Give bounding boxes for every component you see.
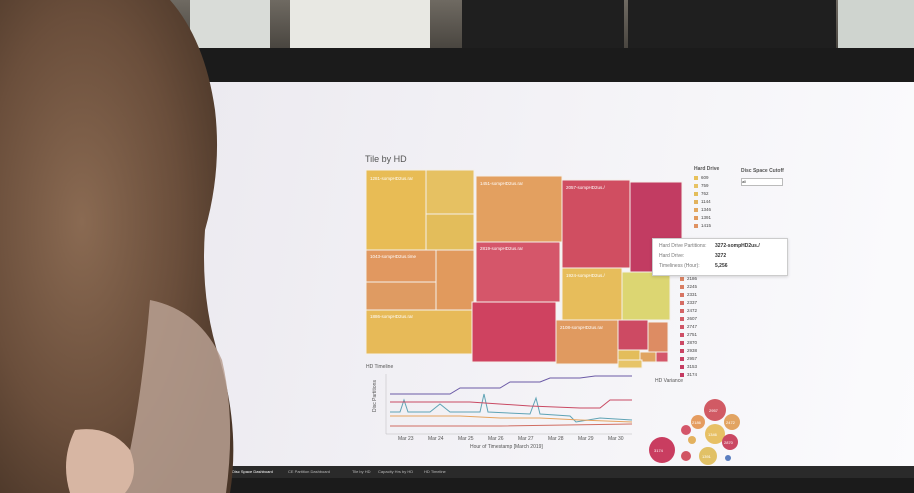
bubble [688, 436, 696, 444]
bubble [725, 455, 731, 461]
tile-labels: 1281-sompHD2us.rar 1451-sompHD2us.rar 20… [370, 176, 606, 330]
svg-text:Mar 27: Mar 27 [518, 436, 534, 442]
tile-label: 2819-sompHD2us.rar [480, 246, 524, 251]
dashboard-title: Tile by HD [365, 154, 407, 164]
timeline-series [390, 423, 633, 427]
tab[interactable]: CE Partition Dashboard [288, 469, 331, 474]
timeline-series [390, 415, 633, 423]
tab[interactable]: Tile by HD [352, 469, 371, 474]
hd-timeline: HD Timeline Disc Partitions Mar 23 Mar 2… [366, 364, 633, 450]
legend-item[interactable]: 2331 [680, 292, 697, 297]
tile [435, 249, 475, 311]
tab[interactable]: Capacity Hrs by HD [378, 469, 414, 474]
legend-item[interactable]: 2186 [680, 276, 697, 281]
svg-text:2957: 2957 [709, 408, 719, 413]
treemap [365, 169, 683, 369]
legend-item[interactable]: 3153 [680, 364, 697, 369]
timeline-xlabel: Hour of Timestamp [March 2019] [470, 444, 543, 450]
tile [475, 241, 561, 303]
legend-item[interactable]: 2245 [680, 284, 697, 289]
tile-label: 1043-sompHD2us.time [370, 254, 417, 259]
tile [561, 179, 631, 269]
tile [365, 309, 473, 355]
svg-text:Mar 23: Mar 23 [398, 436, 414, 442]
hover-tooltip: Hard Drive Partitions: 3272-sompHD2us./ … [652, 238, 788, 276]
tile [365, 169, 427, 251]
monitor-screen: Tile by HD 1281-so [200, 82, 914, 478]
tile [617, 319, 649, 351]
legend-item[interactable]: 2337 [680, 300, 697, 305]
tile-label: 1451-sompHD2us.rar [480, 181, 524, 186]
svg-text:Mar 30: Mar 30 [608, 436, 624, 442]
svg-text:1346: 1346 [708, 432, 718, 437]
legend-item[interactable]: 2957 [680, 356, 697, 361]
tile [647, 321, 669, 353]
legend-item[interactable]: 759 [694, 183, 709, 188]
svg-text:2472: 2472 [726, 420, 736, 425]
tile [475, 175, 563, 243]
bubble [705, 424, 725, 444]
tile [365, 281, 437, 311]
tile [555, 319, 619, 365]
person-head [0, 0, 234, 493]
tile [425, 213, 475, 251]
tile [655, 351, 669, 363]
svg-text:Mar 26: Mar 26 [488, 436, 504, 442]
bubble [704, 399, 726, 421]
tile [621, 271, 671, 321]
bubble [681, 425, 691, 435]
dashboard-canvas: 1281-sompHD2us.rar 1451-sompHD2us.rar 20… [365, 169, 740, 465]
tile-label: 2057-sompHD2us./ [566, 185, 606, 190]
svg-text:1391: 1391 [702, 454, 712, 459]
disc-space-cutoff-input[interactable]: all [741, 178, 783, 186]
svg-text:Mar 28: Mar 28 [548, 436, 564, 442]
legend-item[interactable]: 609 [694, 175, 709, 180]
bubble [681, 451, 691, 461]
bubble [724, 414, 740, 430]
tile [617, 359, 643, 369]
bubble [722, 434, 738, 450]
legend-item[interactable]: 2751 [680, 332, 697, 337]
disc-space-cutoff-label: Disc Space Cutoff [741, 168, 784, 174]
bubble-title: HD Variance [655, 378, 683, 384]
svg-text:Mar 29: Mar 29 [578, 436, 594, 442]
timeline-title: HD Timeline [366, 364, 393, 370]
svg-text:3174: 3174 [654, 448, 664, 453]
tile-label: 2108-sompHD2us.rar [560, 325, 604, 330]
legend-item[interactable]: 1415 [694, 223, 711, 228]
legend-item[interactable]: 2472 [680, 308, 697, 313]
tab[interactable]: Disc Space Dashboard [232, 469, 273, 474]
legend-item[interactable]: 2938 [680, 348, 697, 353]
legend-item[interactable]: 2870 [680, 340, 697, 345]
legend-item[interactable]: 762 [694, 191, 709, 196]
timeline-ylabel: Disc Partitions [372, 380, 378, 412]
legend-item[interactable]: 2747 [680, 324, 697, 329]
tile [617, 349, 641, 361]
bubble [691, 415, 705, 429]
legend-item[interactable]: 3174 [680, 372, 697, 377]
tile-label: 1281-sompHD2us.rar [370, 176, 414, 181]
tile-label: 1924-sompHD2us./ [566, 273, 606, 278]
timeline-series [390, 393, 633, 423]
bubble-chart: HD Variance 2957 2186 1346 3174 2870 139… [649, 378, 740, 465]
svg-text:2870: 2870 [724, 440, 734, 445]
legend-item[interactable]: 1346 [694, 207, 711, 212]
legend-title: Hard Drive [694, 166, 720, 172]
timeline-series [390, 399, 632, 409]
tile [471, 301, 557, 363]
legend-item[interactable]: 1391 [694, 215, 711, 220]
sheet-tab-bar: Disc Space Dashboard CE Partition Dashbo… [228, 466, 914, 478]
tab[interactable]: HD Timeline [424, 469, 446, 474]
bubble [649, 437, 675, 463]
tile-label: 1886-sompHD2us.rar [370, 314, 414, 319]
svg-text:Mar 25: Mar 25 [458, 436, 474, 442]
svg-text:2186: 2186 [692, 420, 702, 425]
bubble [699, 447, 717, 465]
legend-item[interactable]: 1144 [694, 199, 711, 204]
svg-text:Mar 24: Mar 24 [428, 436, 444, 442]
legend-item[interactable]: 2607 [680, 316, 697, 321]
timeline-series [390, 375, 632, 395]
timeline-ticks: Mar 23 Mar 24 Mar 25 Mar 26 Mar 27 Mar 2… [398, 436, 624, 442]
tile [425, 169, 475, 215]
